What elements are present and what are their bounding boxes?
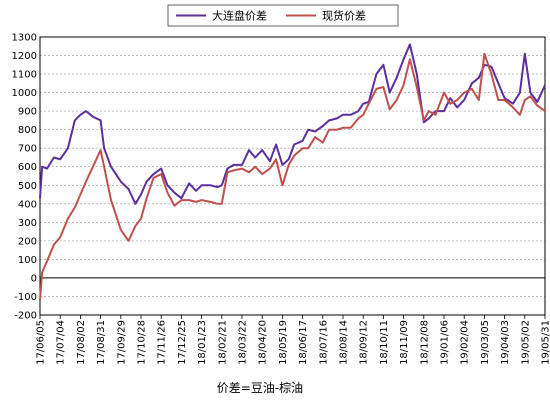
- x-tick-label: 19/02/04: [460, 320, 471, 365]
- y-tick-label: 1200: [12, 51, 37, 62]
- x-tick-label: 17/12/25: [177, 320, 188, 365]
- x-tick-label: 19/03/05: [480, 320, 491, 365]
- series-line-0: [39, 43, 546, 205]
- x-tick-label: 18/10/11: [379, 320, 390, 365]
- x-tick-label: 18/03/22: [238, 320, 249, 365]
- x-tick-label: 17/08/02: [76, 320, 87, 365]
- y-tick-label: 1100: [12, 70, 37, 81]
- x-tick-label: 19/01/06: [440, 320, 451, 365]
- y-tick-label: 400: [18, 199, 37, 210]
- x-tick-label: 18/12/08: [419, 320, 430, 365]
- x-tick-label: 18/07/16: [318, 320, 329, 365]
- x-tick-label: 18/11/09: [399, 320, 410, 365]
- y-tick-label: -100: [14, 292, 37, 303]
- x-tick-label: 18/06/17: [298, 320, 309, 365]
- x-axis-label: 价差=豆油-棕油: [217, 380, 303, 395]
- x-tick-label: 17/07/04: [56, 320, 67, 365]
- y-tick-label: 300: [18, 218, 37, 229]
- x-tick-label: 18/02/21: [217, 320, 228, 365]
- x-tick-label: 19/05/02: [520, 320, 531, 365]
- x-tick-label: 18/01/23: [197, 320, 208, 365]
- y-tick-label: 600: [18, 162, 37, 173]
- x-tick-label: 19/04/03: [500, 320, 511, 365]
- y-tick-label: 1300: [12, 33, 37, 44]
- x-tick-label: 18/09/12: [359, 320, 370, 365]
- series-lines: [39, 43, 546, 301]
- y-tick-label: 100: [18, 255, 37, 266]
- y-tick-label: 900: [18, 107, 37, 118]
- y-axis-ticks: -200 -100 0 100 200 300 400 500 600 700 800 900 1000…: [12, 33, 37, 322]
- legend-box: [167, 4, 399, 27]
- plot-frame: [39, 36, 546, 316]
- x-tick-label: 17/10/28: [137, 320, 148, 365]
- y-tick-label: 0: [31, 273, 37, 284]
- x-tick-label: 18/08/14: [339, 320, 350, 365]
- x-tick-label: 17/08/31: [96, 320, 107, 365]
- y-tick-label: 800: [18, 125, 37, 136]
- y-tick-label: -200: [14, 311, 37, 322]
- x-tick-label: 19/05/31: [541, 320, 550, 365]
- x-tick-label: 17/09/29: [116, 320, 127, 365]
- x-axis-ticks: 17/06/05 17/07/04 17/08/02 17/08/31 17/09/29…: [36, 315, 550, 365]
- y-tick-label: 700: [18, 144, 37, 155]
- x-tick-label: 18/04/20: [258, 320, 269, 365]
- series-line-1: [39, 52, 546, 301]
- x-tick-label: 18/05/19: [278, 320, 289, 365]
- x-tick-label: 17/06/05: [36, 320, 47, 365]
- x-tick-label: 17/11/26: [157, 320, 168, 365]
- y-tick-label: 200: [18, 236, 37, 247]
- y-tick-label: 500: [18, 181, 37, 192]
- y-tick-label: 1000: [12, 88, 37, 99]
- legend-label-spot: 现货价差: [322, 9, 366, 23]
- legend-label-dalian: 大连盘价差: [212, 9, 267, 23]
- legend: 大连盘价差 现货价差: [167, 4, 399, 27]
